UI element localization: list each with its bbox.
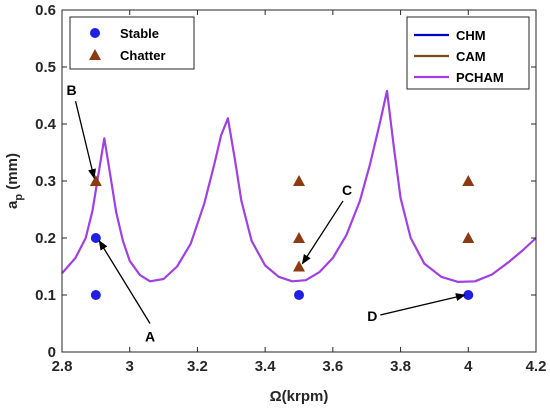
x-tick-label: 3 [126,358,134,375]
stable-point [90,233,101,243]
x-tick-label: 4.2 [526,358,547,375]
legend-marker-stable [90,28,100,38]
y-axis-label: ap (mm) [4,153,25,209]
annotation-arrow [301,200,344,265]
chatter-point [462,232,475,243]
x-axis-label: Ω(krpm) [270,388,329,405]
legend-label-chatter: Chatter [120,48,166,63]
legend-points-box [69,16,195,70]
annotation-label-a: A [145,329,155,345]
legend-label-cam: CAM [456,49,486,64]
chatter-point [293,260,305,272]
x-tick-label: 3.8 [390,358,411,375]
annotation-arrow [380,293,466,316]
chatter-point [462,175,475,186]
legend-label-chm: CHM [456,28,486,43]
stable-point [294,290,304,300]
curves-layer [61,89,537,283]
annotation-label-b: B [66,82,76,98]
series-line-pcham [61,89,537,283]
ticks-layer: 2.8 3 3.2 3.4 3.6 3.8 4 4.2 0 0.1 0.2 0.3 0.4 0.5 0.6 [35,2,546,375]
chatter-point [89,175,102,186]
y-tick-label: 0.4 [35,116,57,133]
y-tick-label: 0.5 [35,59,56,76]
chatter-point [293,232,305,243]
legend-label-stable: Stable [120,26,159,41]
y-tick-label: 0.2 [35,230,56,247]
x-tick-label: 3.2 [187,358,208,375]
legend-points: Stable Chatter [69,16,195,70]
y-tick-label: 0 [48,344,56,361]
y-tick-label: 0.3 [35,173,56,190]
legend-label-pcham: PCHAM [456,70,504,85]
annotations-layer: A B C D [66,82,466,345]
x-tick-label: 3.6 [322,358,343,375]
chatter-point [293,175,305,186]
x-tick-label: 2.8 [52,358,73,375]
annotation-label-c: C [342,182,352,198]
x-tick-label: 4 [464,358,473,375]
y-tick-label: 0.6 [35,2,56,19]
legend-lines: CHM CAM PCHAM [406,16,530,90]
annotation-label-d: D [367,308,377,324]
annotation-arrow [98,239,151,324]
annotation-arrow [74,101,96,180]
x-tick-label: 3.4 [255,358,277,375]
y-tick-label: 0.1 [35,287,56,304]
legend-marker-chatter [89,49,101,60]
stable-point [90,290,101,300]
